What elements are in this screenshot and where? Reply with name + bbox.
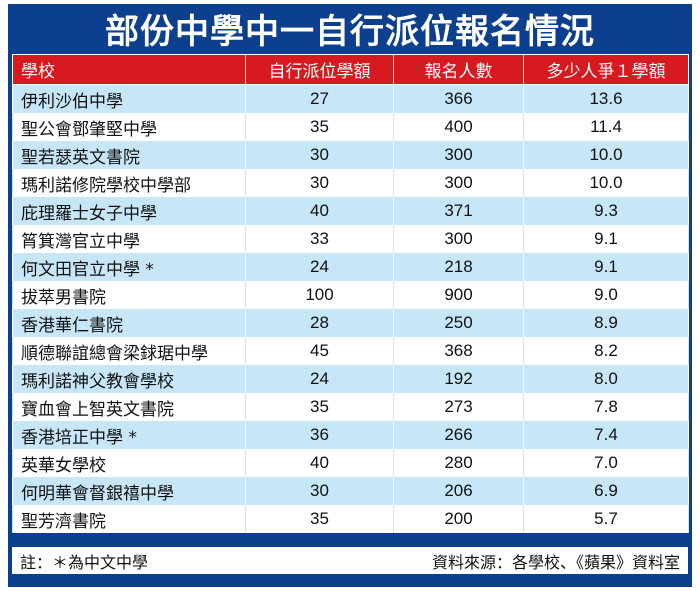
table-row: 瑪利諾神父教會學校 24 192 8.0 <box>12 365 689 393</box>
cell-applicants: 371 <box>393 197 524 225</box>
cell-school: 瑪利諾修院學校中學部 <box>12 169 246 197</box>
cell-places: 35 <box>245 393 394 421</box>
cell-ratio: 6.9 <box>523 477 689 505</box>
source-credit: 資料來源：各學校、《蘋果》資料室 <box>431 552 680 572</box>
cell-applicants: 368 <box>393 337 524 365</box>
cell-ratio: 9.1 <box>523 225 689 253</box>
infographic-frame: 部份中學中一自行派位報名情況 學校 自行派位學額 報名人數 多少人爭１學額 伊利… <box>8 4 692 587</box>
table-body: 伊利沙伯中學 27 366 13.6 聖公會鄧肇堅中學 35 400 11.4 聖若瑟英文書院 3… <box>12 84 689 533</box>
column-header-applicants: 報名人數 <box>393 54 524 85</box>
footer-bar: 註：＊為中文中學 資料來源：各學校、《蘋果》資料室 <box>12 547 688 574</box>
cell-places: 28 <box>245 309 394 337</box>
table-row: 伊利沙伯中學 27 366 13.6 <box>12 84 689 113</box>
cell-places: 27 <box>245 84 394 113</box>
column-header-school: 學校 <box>12 54 246 85</box>
cell-places: 40 <box>245 197 394 225</box>
cell-places: 35 <box>245 505 394 533</box>
cell-places: 45 <box>245 337 394 365</box>
table-row: 寶血會上智英文書院 35 273 7.8 <box>12 393 689 421</box>
cell-applicants: 218 <box>393 253 524 281</box>
cell-applicants: 400 <box>393 113 524 141</box>
column-header-ratio: 多少人爭１學額 <box>523 54 689 85</box>
cell-school: 寶血會上智英文書院 <box>12 393 246 421</box>
table-row: 聖公會鄧肇堅中學 35 400 11.4 <box>12 113 689 141</box>
cell-ratio: 8.0 <box>523 365 689 393</box>
cell-ratio: 10.0 <box>523 141 689 169</box>
cell-places: 24 <box>245 365 394 393</box>
table-header-row: 學校 自行派位學額 報名人數 多少人爭１學額 <box>12 54 689 85</box>
cell-school: 拔萃男書院 <box>12 281 246 309</box>
cell-school: 聖若瑟英文書院 <box>12 141 246 169</box>
cell-school: 聖芳濟書院 <box>12 505 246 533</box>
cell-places: 30 <box>245 141 394 169</box>
cell-applicants: 273 <box>393 393 524 421</box>
cell-school: 筲箕灣官立中學 <box>12 225 246 253</box>
cell-ratio: 9.1 <box>523 253 689 281</box>
cell-applicants: 300 <box>393 225 524 253</box>
table-row: 香港華仁書院 28 250 8.9 <box>12 309 689 337</box>
table-row: 順德聯誼總會梁銶琚中學 45 368 8.2 <box>12 337 689 365</box>
cell-school: 庇理羅士女子中學 <box>12 197 246 225</box>
cell-applicants: 250 <box>393 309 524 337</box>
footnote: 註：＊為中文中學 <box>20 552 149 572</box>
cell-school: 何文田官立中學 * <box>12 253 246 281</box>
cell-places: 100 <box>245 281 394 309</box>
table-row: 英華女學校 40 280 7.0 <box>12 449 689 477</box>
cell-applicants: 192 <box>393 365 524 393</box>
cell-ratio: 9.0 <box>523 281 689 309</box>
cell-ratio: 11.4 <box>523 113 689 141</box>
table-row: 拔萃男書院 100 900 9.0 <box>12 281 689 309</box>
cell-ratio: 10.0 <box>523 169 689 197</box>
table-row: 瑪利諾修院學校中學部 30 300 10.0 <box>12 169 689 197</box>
cell-ratio: 5.7 <box>523 505 689 533</box>
cell-ratio: 8.9 <box>523 309 689 337</box>
cell-school: 何明華會督銀禧中學 <box>12 477 246 505</box>
admissions-table: 學校 自行派位學額 報名人數 多少人爭１學額 伊利沙伯中學 27 366 13.6 聖公… <box>12 54 689 533</box>
cell-applicants: 200 <box>393 505 524 533</box>
page-title: 部份中學中一自行派位報名情況 <box>105 11 595 52</box>
cell-applicants: 266 <box>393 421 524 449</box>
table-row: 何明華會督銀禧中學 30 206 6.9 <box>12 477 689 505</box>
table-row: 庇理羅士女子中學 40 371 9.3 <box>12 197 689 225</box>
table-row: 筲箕灣官立中學 33 300 9.1 <box>12 225 689 253</box>
cell-ratio: 13.6 <box>523 84 689 113</box>
cell-places: 30 <box>245 477 394 505</box>
cell-applicants: 900 <box>393 281 524 309</box>
cell-ratio: 7.8 <box>523 393 689 421</box>
cell-school: 瑪利諾神父教會學校 <box>12 365 246 393</box>
cell-applicants: 206 <box>393 477 524 505</box>
cell-applicants: 300 <box>393 169 524 197</box>
cell-applicants: 300 <box>393 141 524 169</box>
table-row: 聖若瑟英文書院 30 300 10.0 <box>12 141 689 169</box>
cell-applicants: 366 <box>393 84 524 113</box>
cell-school: 英華女學校 <box>12 449 246 477</box>
cell-places: 24 <box>245 253 394 281</box>
cell-applicants: 280 <box>393 449 524 477</box>
cell-places: 35 <box>245 113 394 141</box>
cell-ratio: 7.0 <box>523 449 689 477</box>
cell-places: 33 <box>245 225 394 253</box>
table-row: 聖芳濟書院 35 200 5.7 <box>12 505 689 533</box>
cell-school: 香港華仁書院 <box>12 309 246 337</box>
column-header-places: 自行派位學額 <box>245 54 394 85</box>
cell-ratio: 7.4 <box>523 421 689 449</box>
cell-places: 40 <box>245 449 394 477</box>
cell-school: 聖公會鄧肇堅中學 <box>12 113 246 141</box>
cell-ratio: 8.2 <box>523 337 689 365</box>
cell-school: 順德聯誼總會梁銶琚中學 <box>12 337 246 365</box>
title-bar: 部份中學中一自行派位報名情況 <box>8 4 692 52</box>
table-row: 何文田官立中學 * 24 218 9.1 <box>12 253 689 281</box>
cell-school: 伊利沙伯中學 <box>12 84 246 113</box>
table-row: 香港培正中學 * 36 266 7.4 <box>12 421 689 449</box>
cell-school: 香港培正中學 * <box>12 421 246 449</box>
cell-ratio: 9.3 <box>523 197 689 225</box>
cell-places: 30 <box>245 169 394 197</box>
cell-places: 36 <box>245 421 394 449</box>
